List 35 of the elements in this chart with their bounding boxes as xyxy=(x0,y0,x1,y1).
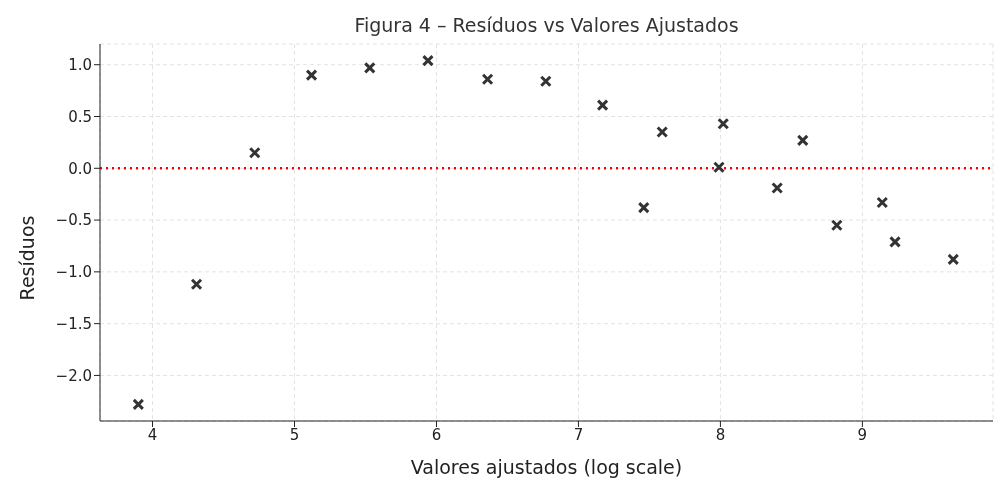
point xyxy=(248,146,261,159)
point xyxy=(421,54,434,67)
x-tick-label: 5 xyxy=(289,425,300,444)
y-axis-title: Resíduos xyxy=(16,215,38,301)
point xyxy=(830,219,843,232)
x-tick-label: 6 xyxy=(431,425,442,444)
point xyxy=(876,196,889,209)
point xyxy=(539,75,552,88)
point xyxy=(481,73,494,86)
point xyxy=(132,398,145,411)
y-tick-label: 0.5 xyxy=(68,107,92,126)
point xyxy=(596,99,609,112)
point xyxy=(363,61,376,74)
y-tick-label: −0.5 xyxy=(55,211,92,230)
y-tick-label: 1.0 xyxy=(68,56,92,75)
x-tick-label: 7 xyxy=(573,425,584,444)
y-tick-label: 0.0 xyxy=(68,159,92,178)
point xyxy=(717,117,730,130)
point xyxy=(713,161,725,174)
point xyxy=(305,69,318,82)
x-tick-label: 4 xyxy=(147,425,158,444)
chart-title: Figura 4 – Resíduos vs Valores Ajustados xyxy=(353,14,740,36)
point xyxy=(889,235,902,248)
point xyxy=(947,253,960,266)
y-tick-label: −2.0 xyxy=(55,366,92,385)
point xyxy=(796,134,809,147)
x-tick-label: 9 xyxy=(857,425,868,444)
point xyxy=(656,126,669,139)
point xyxy=(771,181,784,194)
y-tick-label: −1.5 xyxy=(55,314,92,333)
point xyxy=(637,201,650,214)
point xyxy=(190,278,203,291)
x-axis-title: Valores ajustados (log scale) xyxy=(410,456,683,478)
x-tick-label: 8 xyxy=(715,425,726,444)
y-tick-label: −1.0 xyxy=(55,263,92,282)
